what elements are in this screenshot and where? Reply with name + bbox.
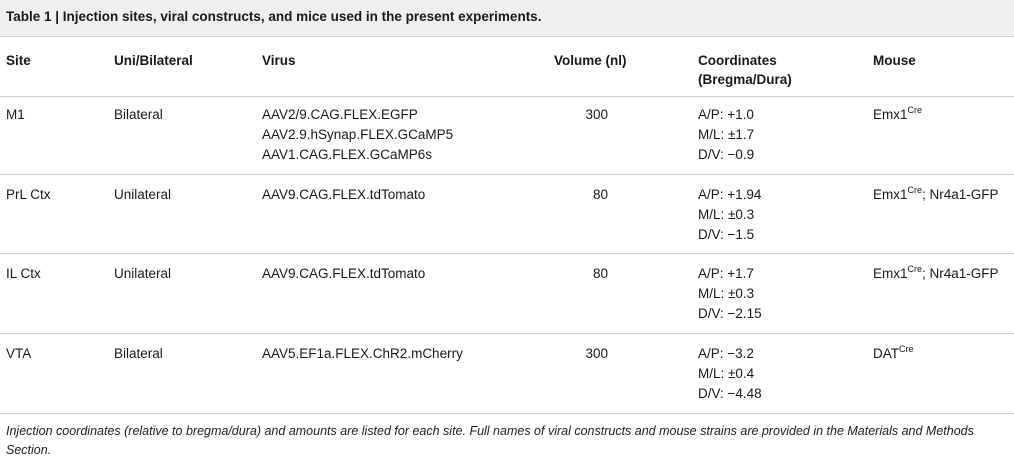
cell-mouse: Emx1Cre; Nr4a1-GFP xyxy=(873,264,999,284)
virus-line: AAV9.CAG.FLEX.tdTomato xyxy=(262,187,426,202)
mouse-cre-superscript: Cre xyxy=(907,185,923,195)
header-site: Site xyxy=(6,53,31,68)
coord-ap: A/P: +1.7 xyxy=(698,266,754,281)
virus-line: AAV1.CAG.FLEX.GCaMP6s xyxy=(262,147,433,162)
cell-site: PrL Ctx xyxy=(6,187,51,202)
table-header: Site Uni/Bilateral Virus Volume (nl) Coo… xyxy=(0,37,1014,97)
mouse-strain: Emx1 xyxy=(873,266,908,281)
virus-line: AAV2/9.CAG.FLEX.EGFP xyxy=(262,107,418,122)
coord-ml: M/L: ±0.4 xyxy=(698,366,755,381)
cell-site: M1 xyxy=(6,107,25,122)
mouse-strain-suffix: ; Nr4a1-GFP xyxy=(922,266,999,281)
table-row: M1 Bilateral AAV2/9.CAG.FLEX.EGFP AAV2.9… xyxy=(0,97,1014,175)
cell-laterality: Unilateral xyxy=(114,266,172,281)
header-volume: Volume (nl) xyxy=(554,53,627,68)
header-coordinates: Coordinates (Bregma/Dura) xyxy=(698,51,792,89)
mouse-cre-superscript: Cre xyxy=(907,264,923,274)
cell-coordinates: A/P: +1.94 M/L: ±0.3 D/V: −1.5 xyxy=(698,185,761,245)
coord-dv: D/V: −2.15 xyxy=(698,306,762,321)
virus-line: AAV2.9.hSynap.FLEX.GCaMP5 xyxy=(262,127,454,142)
header-coordinates-line1: Coordinates xyxy=(698,53,777,68)
cell-volume: 80 xyxy=(592,187,608,202)
table-title-bar: Table 1 | Injection sites, viral constru… xyxy=(0,0,1014,37)
cell-mouse: DATCre xyxy=(873,344,914,364)
mouse-cre-superscript: Cre xyxy=(899,344,914,354)
coord-ap: A/P: +1.94 xyxy=(698,187,762,202)
cell-laterality: Unilateral xyxy=(114,187,172,202)
cell-volume: 300 xyxy=(585,346,608,361)
mouse-strain-suffix: ; Nr4a1-GFP xyxy=(922,187,999,202)
cell-laterality: Bilateral xyxy=(114,346,163,361)
cell-mouse: Emx1Cre; Nr4a1-GFP xyxy=(873,185,999,205)
cell-mouse: Emx1Cre xyxy=(873,105,922,125)
cell-volume: 80 xyxy=(592,266,608,281)
table-row: PrL Ctx Unilateral AAV9.CAG.FLEX.tdTomat… xyxy=(0,175,1014,254)
cell-virus: AAV9.CAG.FLEX.tdTomato xyxy=(262,264,425,284)
header-mouse: Mouse xyxy=(873,53,916,68)
cell-coordinates: A/P: +1.0 M/L: ±1.7 D/V: −0.9 xyxy=(698,105,754,165)
coord-ap: A/P: +1.0 xyxy=(698,107,754,122)
coord-ap: A/P: −3.2 xyxy=(698,346,754,361)
mouse-strain: DAT xyxy=(873,346,899,361)
coord-dv: D/V: −4.48 xyxy=(698,386,762,401)
cell-coordinates: A/P: +1.7 M/L: ±0.3 D/V: −2.15 xyxy=(698,264,762,324)
virus-line: AAV5.EF1a.FLEX.ChR2.mCherry xyxy=(262,346,463,361)
table-title: Table 1 | Injection sites, viral constru… xyxy=(6,9,542,24)
header-coordinates-line2: (Bregma/Dura) xyxy=(698,72,792,87)
cell-coordinates: A/P: −3.2 M/L: ±0.4 D/V: −4.48 xyxy=(698,344,762,404)
coord-ml: M/L: ±0.3 xyxy=(698,207,755,222)
cell-laterality: Bilateral xyxy=(114,107,163,122)
cell-site: VTA xyxy=(6,346,32,361)
cell-virus: AAV2/9.CAG.FLEX.EGFP AAV2.9.hSynap.FLEX.… xyxy=(262,105,453,165)
mouse-strain: Emx1 xyxy=(873,107,908,122)
cell-site: IL Ctx xyxy=(6,266,41,281)
cell-volume: 300 xyxy=(585,107,608,122)
table-row: VTA Bilateral AAV5.EF1a.FLEX.ChR2.mCherr… xyxy=(0,334,1014,414)
header-uni-bilateral: Uni/Bilateral xyxy=(114,53,193,68)
coord-dv: D/V: −1.5 xyxy=(698,227,755,242)
table-footnote: Injection coordinates (relative to bregm… xyxy=(6,424,974,457)
header-virus: Virus xyxy=(262,53,296,68)
mouse-strain: Emx1 xyxy=(873,187,908,202)
virus-line: AAV9.CAG.FLEX.tdTomato xyxy=(262,266,426,281)
cell-virus: AAV5.EF1a.FLEX.ChR2.mCherry xyxy=(262,344,463,364)
coord-ml: M/L: ±1.7 xyxy=(698,127,755,142)
mouse-cre-superscript: Cre xyxy=(907,105,923,115)
cell-virus: AAV9.CAG.FLEX.tdTomato xyxy=(262,185,425,205)
coord-ml: M/L: ±0.3 xyxy=(698,286,755,301)
table-row: IL Ctx Unilateral AAV9.CAG.FLEX.tdTomato… xyxy=(0,254,1014,334)
coord-dv: D/V: −0.9 xyxy=(698,147,755,162)
